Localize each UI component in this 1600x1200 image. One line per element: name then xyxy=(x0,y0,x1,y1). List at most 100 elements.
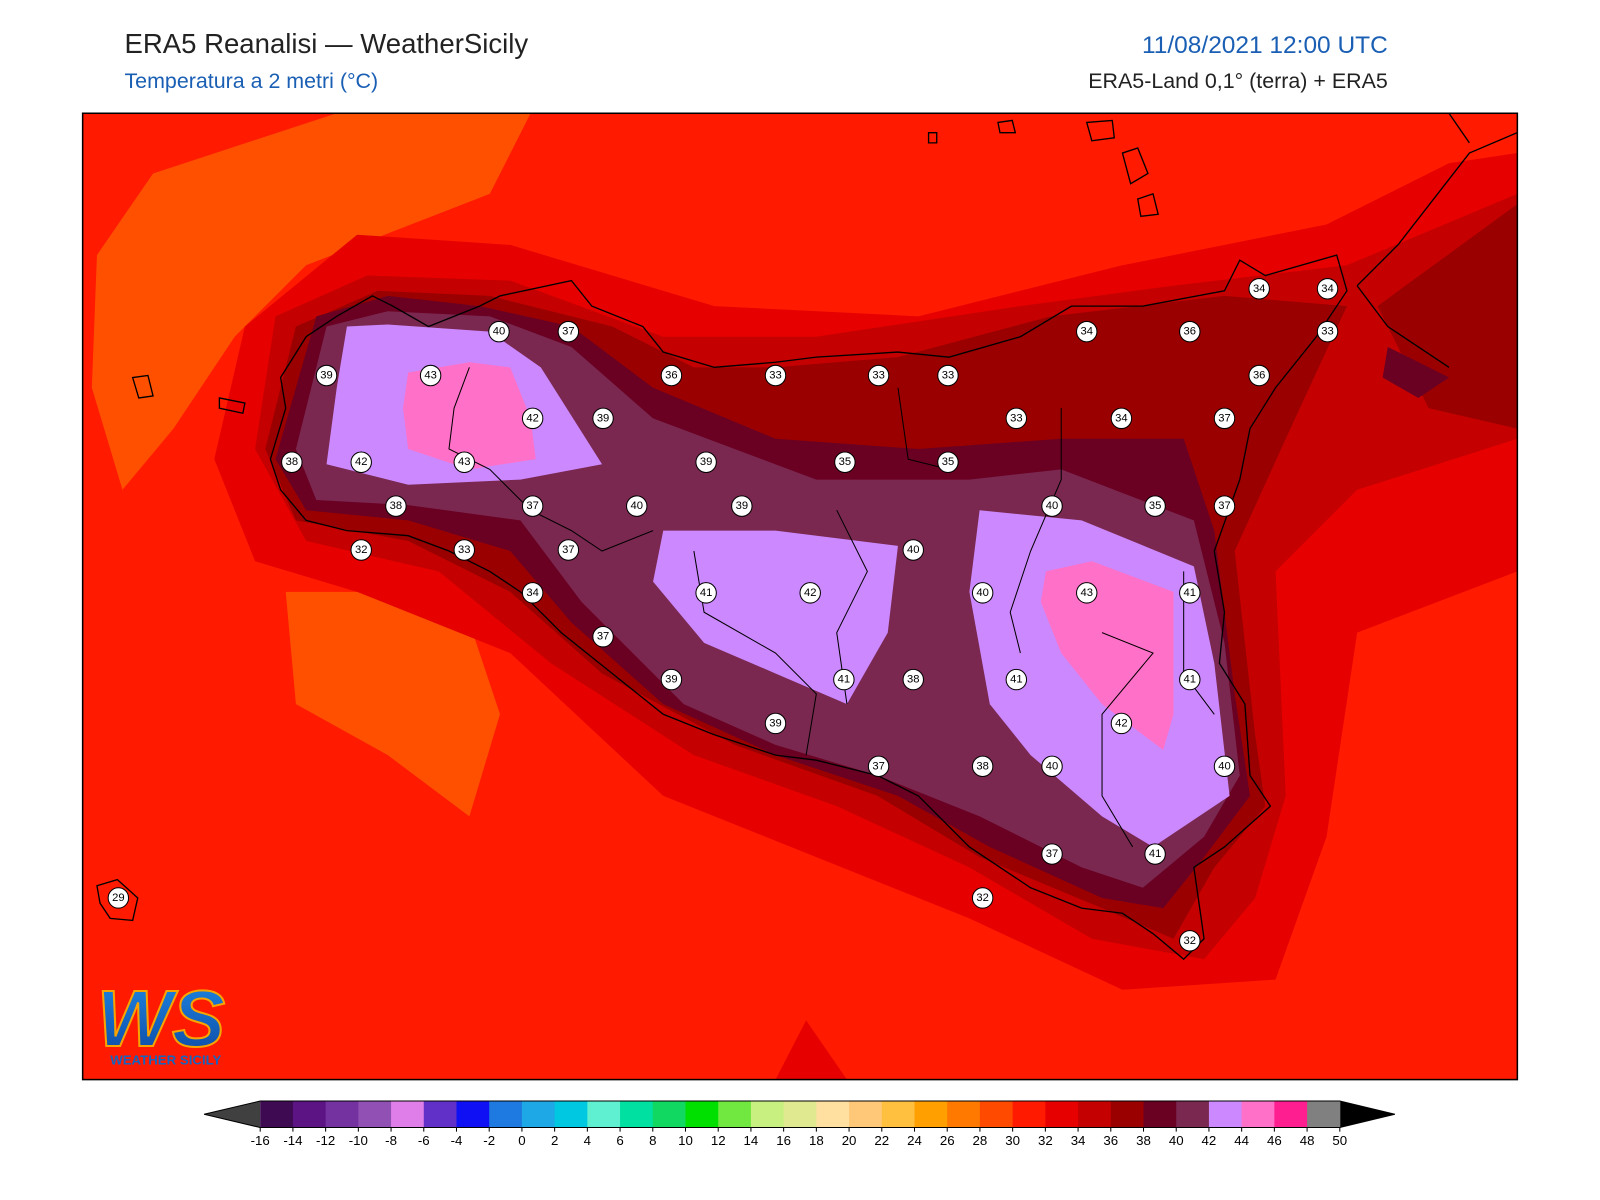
colorbar-swatch xyxy=(1078,1101,1112,1128)
station-value: 39 xyxy=(320,370,332,382)
colorbar-swatch xyxy=(423,1101,458,1128)
station-value: 41 xyxy=(838,674,850,686)
station-marker xyxy=(971,582,994,604)
station-marker xyxy=(350,539,372,561)
station-value: 40 xyxy=(976,587,988,599)
colorbar-tick-label: 28 xyxy=(973,1133,988,1148)
contour xyxy=(775,1020,847,1080)
colorbar-tick-label: 26 xyxy=(940,1133,955,1148)
station-value: 41 xyxy=(1184,674,1196,686)
colorbar-swatch xyxy=(1307,1101,1341,1128)
station-value: 37 xyxy=(872,760,884,772)
colorbar-tick-label: 38 xyxy=(1136,1133,1151,1148)
station-marker xyxy=(626,495,648,517)
station-value: 33 xyxy=(1010,412,1022,424)
colorbar-tick-label: 2 xyxy=(551,1133,558,1148)
station-marker xyxy=(488,320,510,343)
station-marker xyxy=(453,451,475,473)
station-marker xyxy=(1041,755,1063,778)
station-value: 41 xyxy=(1184,587,1196,599)
logo-mark: WS xyxy=(97,974,225,1063)
colorbar-tick-label: 36 xyxy=(1103,1133,1118,1148)
station-marker xyxy=(315,364,338,387)
station-value: 37 xyxy=(562,544,574,556)
station-marker xyxy=(557,320,580,343)
station-marker xyxy=(592,407,614,430)
station-marker xyxy=(731,495,753,517)
station-value: 35 xyxy=(1149,500,1161,512)
contour-field xyxy=(82,113,1518,1080)
colorbar-swatch xyxy=(554,1101,588,1128)
colorbar-tick-label: 34 xyxy=(1071,1133,1086,1148)
colorbar-swatch xyxy=(260,1101,294,1128)
station-layer: 40 37 39 43 42 39 38 42 43 38 37 40 32 33 37 34 37 36 33 33… xyxy=(107,278,1339,952)
station-value: 32 xyxy=(355,544,367,556)
station-marker xyxy=(1179,668,1201,691)
colorbar-tick-label: -2 xyxy=(483,1133,495,1148)
station-marker xyxy=(453,539,475,561)
station-value: 39 xyxy=(665,674,677,686)
colorbar-tick-label: 40 xyxy=(1169,1133,1184,1148)
colorbar-tick-label: -6 xyxy=(418,1133,430,1148)
station-value: 40 xyxy=(1218,760,1230,772)
station-value: 36 xyxy=(1253,370,1265,382)
station-marker xyxy=(867,364,890,387)
station-marker xyxy=(1144,843,1166,865)
station-value: 38 xyxy=(286,456,298,468)
station-marker xyxy=(1144,495,1166,517)
station-marker xyxy=(834,451,856,473)
logo-name: WEATHER SICILY xyxy=(110,1052,221,1067)
colorbar-swatch xyxy=(325,1101,359,1128)
station-value: 33 xyxy=(872,370,884,382)
colorbar-swatch xyxy=(947,1101,981,1128)
colorbar-swatch xyxy=(1012,1101,1046,1128)
station-value: 34 xyxy=(1115,412,1127,424)
station-marker xyxy=(1041,843,1063,865)
colorbar-tick-label: 22 xyxy=(874,1133,889,1148)
colorbar-swatch xyxy=(849,1101,883,1128)
station-marker xyxy=(385,495,407,517)
colorbar-swatch xyxy=(456,1101,490,1128)
station-value: 37 xyxy=(562,326,574,338)
station-marker xyxy=(557,539,580,561)
station-value: 36 xyxy=(1184,326,1196,338)
border xyxy=(448,367,1215,848)
colorbar-swatch xyxy=(1274,1101,1308,1128)
colorbar: -16 -14 -12 -10 -8 -6 -4 -2 0 2 4 6 8 10 12 14 16 18 20 22 2… xyxy=(203,1100,1396,1148)
station-marker xyxy=(1110,407,1133,430)
station-marker xyxy=(1248,364,1270,387)
colorbar-swatch xyxy=(685,1101,719,1128)
colorbar-swatch xyxy=(1045,1101,1079,1128)
colorbar-swatch xyxy=(1110,1101,1145,1128)
coastline xyxy=(96,113,1518,922)
station-marker xyxy=(660,364,683,387)
colorbar-swatch xyxy=(1241,1101,1275,1128)
station-value: 42 xyxy=(526,412,538,424)
station-marker xyxy=(1248,278,1270,300)
subtitle: Temperatura a 2 metri (°C) xyxy=(124,69,378,93)
title: ERA5 Reanalisi — WeatherSicily xyxy=(124,28,528,59)
colorbar-tick-label: 24 xyxy=(907,1133,922,1148)
colorbar-swatch xyxy=(816,1101,850,1128)
station-value: 42 xyxy=(1115,717,1127,729)
station-value: 33 xyxy=(1321,326,1333,338)
station-value: 41 xyxy=(1149,848,1161,860)
colorbar-tick-label: 50 xyxy=(1332,1133,1347,1148)
colorbar-tick-label: 14 xyxy=(744,1133,759,1148)
station-marker xyxy=(971,887,994,909)
station-value: 37 xyxy=(1218,500,1230,512)
colorbar-swatch xyxy=(292,1101,327,1128)
colorbar-tick-label: 42 xyxy=(1202,1133,1217,1148)
station-value: 39 xyxy=(597,412,609,424)
station-value: 34 xyxy=(1253,283,1265,295)
station-marker xyxy=(867,755,890,778)
station-marker xyxy=(695,582,717,604)
colorbar-swatch xyxy=(652,1101,687,1128)
colorbar-swatch xyxy=(750,1101,785,1128)
station-marker xyxy=(799,582,821,604)
station-marker xyxy=(1213,407,1236,430)
colorbar-tick-label: 6 xyxy=(616,1133,623,1148)
contour xyxy=(285,591,500,817)
station-marker xyxy=(521,407,544,430)
contour xyxy=(91,113,531,490)
